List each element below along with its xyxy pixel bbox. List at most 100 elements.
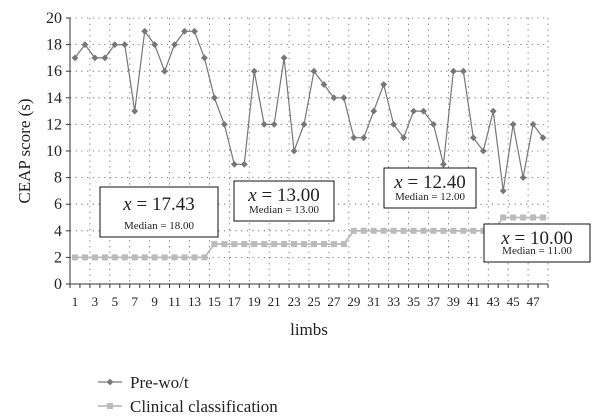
legend-swatch-marker — [106, 378, 114, 386]
data-point — [360, 227, 367, 234]
y-tick-label: 14 — [46, 90, 62, 107]
data-point — [479, 147, 487, 155]
data-point — [161, 254, 168, 261]
data-point — [101, 254, 108, 261]
annotation-mean: x = 10.00 — [500, 228, 572, 249]
data-point — [241, 241, 248, 248]
data-point — [420, 107, 427, 115]
data-point — [410, 227, 417, 234]
x-axis-title: limbs — [290, 320, 328, 339]
data-point — [131, 254, 138, 261]
data-point — [529, 121, 537, 128]
data-point — [320, 81, 328, 88]
y-tick-label: 0 — [54, 276, 62, 293]
x-tick-label: 43 — [487, 294, 500, 309]
data-point — [340, 241, 347, 248]
y-tick-label: 16 — [46, 63, 62, 80]
data-point — [350, 134, 358, 142]
data-point — [400, 227, 407, 234]
x-tick-label: 29 — [347, 294, 360, 309]
x-tick-label: 33 — [387, 294, 400, 309]
x-tick-label: 23 — [288, 294, 301, 309]
annotation-box: x = 17.43 Median = 18.00 — [99, 186, 219, 238]
x-tick-label: 9 — [151, 294, 158, 309]
data-point — [81, 41, 89, 48]
data-point — [430, 121, 437, 128]
x-tick-label: 35 — [407, 294, 420, 309]
x-tick-labels: 1 3 5 7 9 11 13 15 17 19 21 23 25 27 29 31 33 35 37 39 41 43 4… — [72, 294, 540, 309]
annotation-frame — [99, 186, 219, 238]
data-point — [420, 227, 427, 234]
data-point — [460, 227, 467, 234]
data-point — [261, 241, 268, 248]
annotation-median: Median = 12.00 — [395, 191, 466, 203]
annotation-frame — [483, 223, 591, 263]
data-point — [519, 174, 527, 181]
y-tick-label: 20 — [46, 10, 62, 27]
x-tick-label: 39 — [447, 294, 460, 309]
annotation-mean: x = 13.00 — [247, 185, 319, 206]
data-point — [340, 94, 348, 102]
data-point — [390, 227, 397, 234]
data-point — [410, 107, 417, 115]
data-point — [141, 27, 149, 35]
data-point — [240, 160, 248, 168]
data-point — [161, 67, 169, 75]
data-point — [480, 227, 487, 234]
data-point — [91, 254, 98, 261]
data-point — [201, 54, 208, 62]
x-tick-label: 13 — [188, 294, 201, 309]
data-point — [330, 94, 338, 102]
x-tick-label: 17 — [228, 294, 242, 309]
data-point — [449, 67, 457, 75]
data-point — [231, 241, 238, 248]
data-point — [151, 254, 158, 261]
series-pre-wo-t — [71, 27, 547, 195]
data-point — [151, 41, 159, 48]
data-point — [499, 187, 507, 195]
data-point — [131, 107, 139, 115]
data-point — [450, 227, 457, 234]
data-point — [540, 214, 547, 221]
data-point — [310, 67, 318, 75]
data-point — [280, 54, 288, 62]
data-point — [191, 27, 198, 35]
data-point — [251, 241, 258, 248]
data-point — [271, 241, 278, 248]
data-point — [270, 121, 278, 128]
data-point — [320, 241, 327, 248]
annotation-median: Median = 18.00 — [124, 220, 195, 232]
data-point — [221, 241, 228, 248]
annotation-frame — [233, 180, 335, 222]
y-tick-label: 6 — [54, 196, 62, 213]
data-point — [191, 254, 198, 261]
x-tick-label: 41 — [467, 294, 480, 309]
y-tick-label: 18 — [46, 37, 62, 54]
data-point — [539, 134, 547, 142]
data-point — [509, 121, 517, 128]
data-point — [81, 254, 88, 261]
data-point — [360, 134, 368, 142]
data-point — [211, 241, 218, 248]
legend: Pre-wo/t Clinical classification — [98, 373, 278, 416]
series-group — [71, 27, 547, 261]
data-point — [91, 54, 99, 62]
data-point — [290, 147, 298, 155]
data-point — [171, 254, 178, 261]
x-tick-label: 31 — [367, 294, 380, 309]
y-tick-label: 8 — [54, 170, 62, 187]
y-tick-labels: 0 2 4 6 8 10 12 14 16 18 20 — [46, 10, 62, 293]
annotation-median: Median = 11.00 — [502, 245, 572, 257]
data-point — [510, 214, 517, 221]
data-point — [390, 121, 398, 128]
y-tick-label: 4 — [54, 223, 62, 240]
series-line — [74, 29, 544, 191]
data-point — [380, 227, 387, 234]
annotation-median: Median = 13.00 — [249, 204, 320, 216]
data-point — [111, 254, 118, 261]
data-point — [459, 67, 467, 75]
